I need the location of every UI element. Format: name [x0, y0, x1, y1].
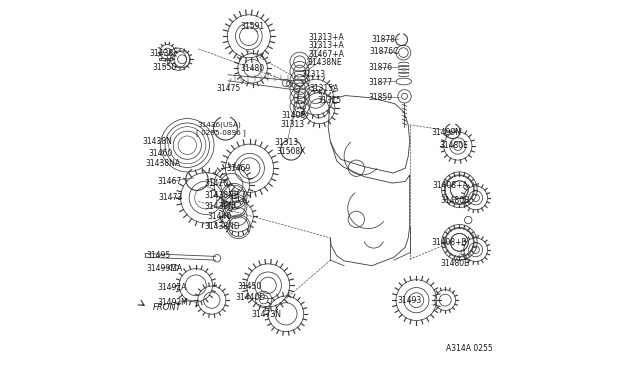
Text: 31467+A: 31467+A [308, 49, 344, 58]
Text: 31408+B: 31408+B [431, 238, 467, 247]
Text: 31877: 31877 [368, 78, 392, 87]
Text: 31450: 31450 [237, 282, 262, 291]
Text: 31492M: 31492M [157, 298, 188, 307]
Text: 31480: 31480 [240, 64, 264, 73]
Text: 31499N: 31499N [431, 128, 461, 137]
Text: A314A 0255: A314A 0255 [446, 344, 493, 353]
Text: 31440: 31440 [207, 212, 231, 221]
Text: 31313+A: 31313+A [308, 41, 344, 51]
Text: 31475: 31475 [216, 84, 241, 93]
Text: 31876C: 31876C [370, 47, 399, 56]
Text: FRONT: FRONT [152, 303, 181, 312]
Text: 31313+A: 31313+A [308, 33, 344, 42]
Text: 31469: 31469 [227, 164, 251, 173]
Text: 31420: 31420 [204, 179, 228, 187]
Text: 31440D: 31440D [236, 294, 266, 302]
Text: 31408: 31408 [282, 111, 305, 120]
Text: 31508X: 31508X [276, 147, 306, 156]
Text: 31438: 31438 [150, 49, 173, 58]
Text: 31315A: 31315A [310, 84, 339, 93]
Text: 31438ND: 31438ND [204, 222, 240, 231]
Text: 31438NC: 31438NC [204, 202, 239, 211]
Text: 31480B: 31480B [441, 196, 470, 205]
Text: 31438N: 31438N [143, 137, 173, 146]
Text: 31591: 31591 [240, 22, 264, 31]
Text: 31499MA: 31499MA [147, 264, 182, 273]
Text: 31436(USA): 31436(USA) [197, 122, 241, 128]
Text: 31438NB: 31438NB [204, 191, 239, 200]
Text: 31492A: 31492A [157, 283, 187, 292]
Text: 31876: 31876 [368, 63, 392, 72]
Text: [ 0295-0896 ]: [ 0295-0896 ] [196, 129, 246, 136]
Text: 31408+A: 31408+A [433, 181, 468, 190]
Text: 31480E: 31480E [439, 141, 468, 151]
Text: 31438NA: 31438NA [145, 158, 180, 167]
Text: 31878: 31878 [371, 35, 395, 44]
Text: 31493: 31493 [397, 296, 421, 305]
Text: 31315: 31315 [317, 96, 341, 105]
Text: 31467: 31467 [157, 177, 181, 186]
Text: 31480B: 31480B [441, 259, 470, 268]
Text: 31313: 31313 [301, 70, 326, 79]
Text: 31313: 31313 [280, 120, 304, 129]
Text: 31859: 31859 [368, 93, 392, 102]
Text: 31495: 31495 [147, 251, 171, 260]
Text: 31473: 31473 [159, 193, 183, 202]
Text: 31313: 31313 [275, 138, 299, 147]
Text: 31438NE: 31438NE [307, 58, 342, 67]
Text: 31460: 31460 [148, 149, 172, 158]
Text: 31473N: 31473N [252, 311, 282, 320]
Text: 31550: 31550 [152, 63, 177, 72]
